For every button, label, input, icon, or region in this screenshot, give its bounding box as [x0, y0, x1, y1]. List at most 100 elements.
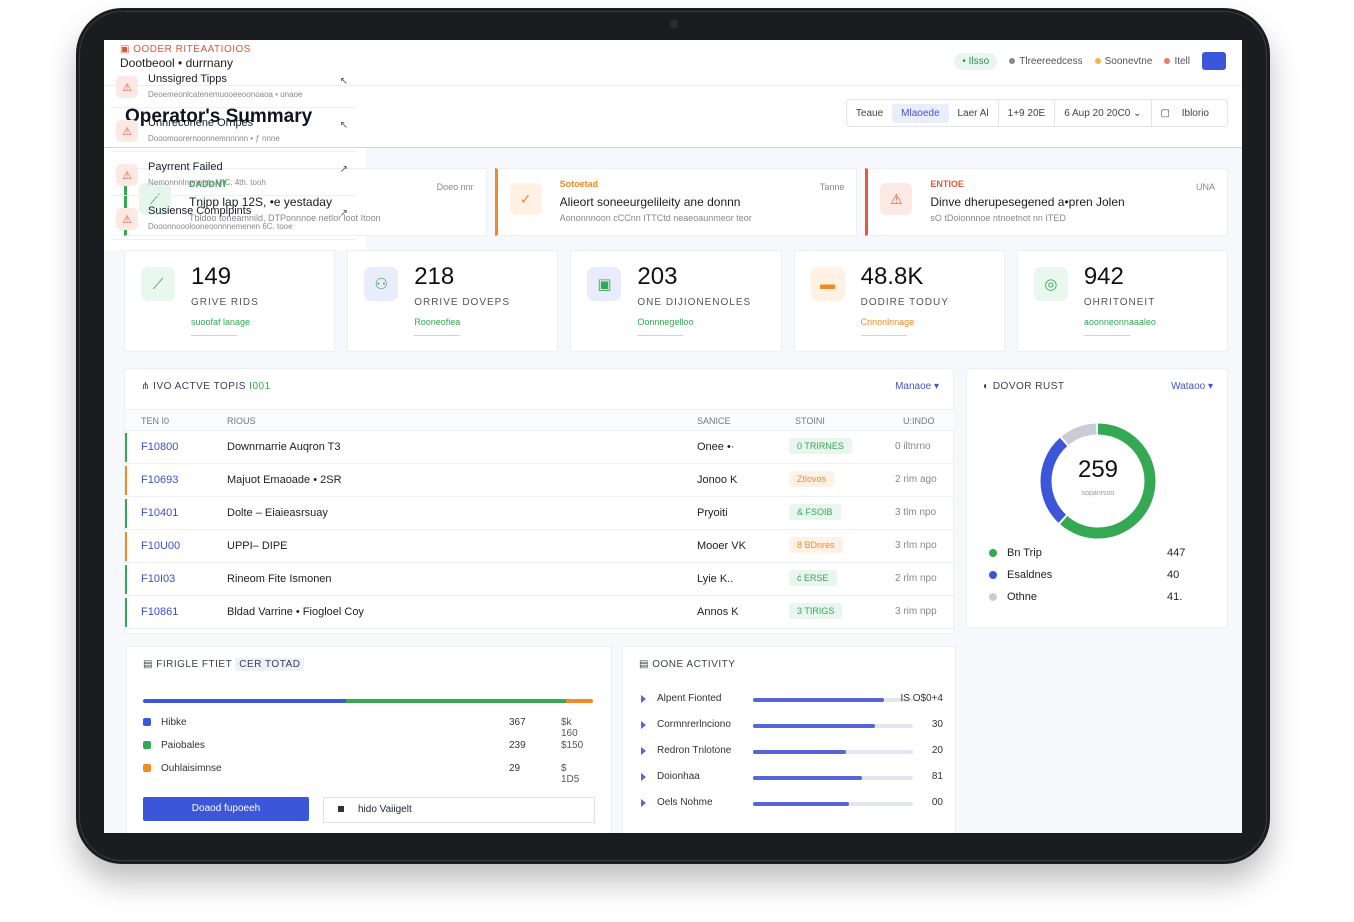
view-widget-label: hido Vaiigelt — [358, 804, 412, 815]
legend-item: Esaldnes 40 — [989, 569, 1179, 581]
issue-item[interactable]: ⚠ Unnreconene Ornpes Dooomoorernoonnemnnnn… — [110, 112, 356, 152]
table-row[interactable]: F10U00 UPPI– DIPE Mooer VK 8 BDnres 3 rlm np… — [125, 530, 955, 563]
table-row[interactable]: F10I03 Rineom Fite Ismonen Lyie K.. ć ERSE 2… — [125, 563, 955, 596]
filter-all[interactable]: Laer Al — [957, 107, 989, 119]
kpi-underline — [1083, 335, 1130, 336]
donut-segment[interactable] — [1040, 423, 1156, 539]
divider — [997, 99, 999, 127]
fleet-swatch — [143, 741, 151, 750]
issue-title: Payrrent Failed — [148, 161, 223, 173]
play-icon — [641, 747, 646, 755]
trips-title: IVO ACTVE TOPIS — [153, 381, 246, 392]
col-driver[interactable]: SANICE — [697, 416, 731, 426]
export-button[interactable]: ▢ Iblorio — [1152, 108, 1227, 119]
issue-subtitle: Dooonnooolooneoonnnemenen 6C. tooe — [148, 222, 293, 231]
trip-driver: Lyie K.. — [697, 573, 734, 585]
issue-item[interactable]: ⚠ Unssigred Tipps Deoemeonlcatenemuooeeoon… — [110, 68, 356, 108]
topbar-item-user[interactable]: Itell — [1164, 56, 1190, 67]
trip-id[interactable]: F10861 — [141, 606, 179, 618]
topbar-item-alerts[interactable]: Tlreereedcess — [1009, 56, 1083, 67]
live-status-badge[interactable]: • Ilsso — [954, 52, 998, 70]
activity-name: Oels Nohme — [657, 797, 713, 808]
download-report-button[interactable]: Doaod fupoeeh — [143, 797, 309, 821]
kpi-underline — [191, 335, 237, 336]
col-route[interactable]: RIOUS — [227, 416, 256, 426]
kpi-card[interactable]: ▬ 48.8K DODIRE TODUY Cnnonlnnage — [793, 250, 1005, 352]
trip-id[interactable]: F10I03 — [141, 573, 176, 585]
activity-fill — [753, 724, 875, 728]
manage-donor-link[interactable]: Wataoo ▾ — [1171, 381, 1213, 392]
kpi-card[interactable]: ▣ 203 ONE DIJIONENOLES Oonnnegelloo — [570, 250, 782, 352]
col-updated[interactable]: U:INDO — [903, 416, 935, 426]
view-widget-button[interactable]: hido Vaiigelt — [323, 797, 595, 823]
kpi-card[interactable]: ◎ 942 OHRITONEIT aoonneonnaaaleo — [1016, 250, 1229, 352]
activity-value: IS O$0+4 — [900, 693, 943, 704]
kpi-icon: ▬ — [810, 267, 845, 301]
alert-title: Tnjpp lap 12S, •e yestaday — [189, 195, 332, 209]
col-trip-id[interactable]: TEN I0 — [141, 416, 170, 426]
activity-fill — [753, 750, 846, 754]
trip-driver: Onee •· — [697, 441, 735, 453]
fleet-subtitle: CER TOTAD — [235, 658, 305, 671]
filter-range-start[interactable]: 1+9 20E — [1007, 107, 1046, 119]
kpi-trend: Cnnonlnnage — [860, 317, 915, 327]
issue-subtitle: Deoemeonlcatenemuooeeoonoaoa • unaoe — [148, 90, 303, 99]
alert-card[interactable]: ✓ Sotoetad Alieort soneeurgelileity ane … — [494, 168, 858, 236]
app-title: Dootbeool • durrnany — [120, 56, 233, 70]
panel-title: ▤ FIRIGLE FTIET CER TOTAD — [143, 658, 305, 671]
arrow-icon[interactable]: ↗ — [339, 164, 348, 175]
activity-track — [753, 724, 913, 728]
trip-id[interactable]: F10U00 — [141, 540, 181, 552]
fleet-count: 367 — [509, 717, 526, 728]
col-status[interactable]: STOINI — [795, 416, 825, 426]
filter-mode[interactable]: Mlaoede — [892, 103, 949, 123]
legend-swatch — [989, 593, 997, 602]
arrow-icon[interactable]: ↗ — [339, 208, 348, 219]
panel-title: ◐ DOVOR RUST — [983, 381, 1065, 392]
alert-card[interactable]: ⚠ ENTIOE Dinve dherupesegened a•pren Jol… — [865, 168, 1229, 236]
kpi-card[interactable]: ⚇ 218 ORRIVE DOVEPS Rooneofiea — [347, 250, 559, 352]
issue-item[interactable]: ⚠ Susiense Complpints Dooonnooolooneoonnne… — [110, 200, 356, 240]
menu-button[interactable] — [1202, 52, 1226, 70]
issue-item[interactable]: ⚠ Payrrent Failed Nemonnnlnenetde MIC. 4th… — [110, 156, 356, 196]
kpi-trend: aoonneonnaaaleo — [1083, 317, 1156, 327]
dot-icon — [1009, 57, 1016, 64]
arrow-icon[interactable]: ↖ — [339, 120, 348, 131]
status-badge: ć ERSE — [789, 570, 837, 586]
arrow-icon[interactable]: ↖ — [339, 76, 348, 87]
activity-fill — [753, 802, 849, 806]
table-row[interactable]: F10861 Bldad Varrine • Fiogloel Coy Annos … — [125, 596, 955, 629]
trip-id[interactable]: F10401 — [141, 507, 179, 519]
activity-fill — [753, 776, 862, 780]
trip-id[interactable]: F10693 — [141, 474, 179, 486]
legend-swatch — [989, 571, 997, 580]
donut-total: 259 — [1078, 456, 1118, 483]
panel-title: ▣ OODER RITEAATIOIOS — [120, 44, 251, 55]
donut-segment[interactable] — [1040, 423, 1156, 539]
manage-trips-link[interactable]: Manaoe ▾ — [895, 381, 939, 392]
kpi-value: 48.8K — [860, 263, 924, 290]
filter-team[interactable]: Teaue — [855, 107, 884, 119]
issue-title: Susiense Complpints — [148, 205, 252, 217]
warning-icon: ⚠ — [116, 164, 138, 186]
trip-id[interactable]: F10800 — [141, 441, 179, 453]
play-icon — [641, 695, 646, 703]
table-row[interactable]: F10401 Dolte – Eiaieasrsuay Pryoiti & FSOIB… — [125, 497, 955, 530]
topbar-item-service[interactable]: Soonevtne — [1094, 56, 1152, 67]
alert-card[interactable]: ⟋ DADDNT Tnjpp lap 12S, •e yestaday Tbld… — [124, 168, 487, 236]
date-range-dropdown[interactable]: 6 Aup 20 20C0 ⌄ — [1064, 107, 1142, 119]
donor-title: DOVOR RUST — [992, 381, 1065, 392]
table-row[interactable]: F10800 Downrnarrie Auqron T3 Onee •· 0 TRIR… — [125, 431, 955, 464]
fleet-name: Hibke — [161, 717, 187, 728]
fleet-progress-bar — [143, 699, 593, 703]
activity-track — [753, 698, 913, 702]
app-screen: Dootbeool • durrnany • Ilsso Tlreereedce… — [104, 40, 1242, 833]
kpi-icon: ◎ — [1033, 267, 1068, 301]
activity-icon: ▤ — [639, 659, 653, 670]
kpi-underline — [414, 335, 461, 336]
kpi-card[interactable]: ⟋ 149 GRIVE RIDS suoofaf lanage — [124, 250, 336, 352]
activity-value: 00 — [931, 797, 943, 808]
alert-tag: ENTIOE — [930, 179, 964, 189]
alert-title: Alieort soneeurgelileity ane donnn — [559, 195, 741, 209]
table-row[interactable]: F10693 Majuot Emaoade • 2SR Jonoo K Ztlovos… — [125, 464, 955, 497]
